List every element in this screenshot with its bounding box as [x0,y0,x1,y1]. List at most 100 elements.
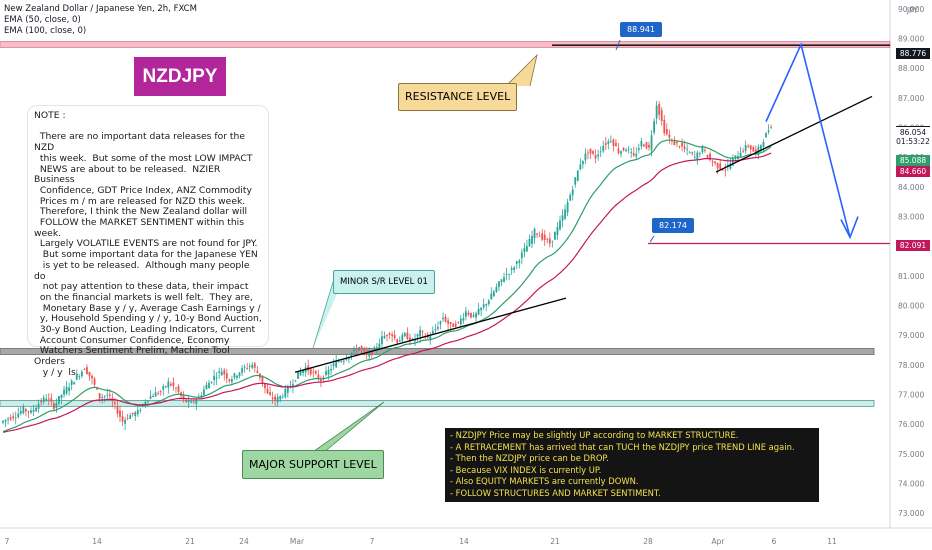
candle-body [724,169,727,171]
y-tick-label: 76.000 [898,420,924,429]
candle-body [564,209,566,219]
candle-body [241,368,243,373]
candle-body [559,220,561,230]
candle-body [253,363,256,368]
minor_sr-zone [0,348,875,355]
x-tick-label: 7 [370,537,375,546]
candle-body [335,360,338,368]
candle-body [55,402,58,408]
candle-body [454,323,457,327]
candle-body [17,413,20,418]
candle-body [154,392,157,397]
candle-body [134,412,137,416]
candle-body [210,381,213,383]
candle-body [569,194,572,201]
candle-body [576,170,579,181]
candle-body [721,169,724,171]
y-tick-label: 87.000 [898,94,924,103]
x-tick-label: Mar [290,537,305,546]
ema100-price-tag: 84.660 [896,166,930,177]
candle-body [604,143,607,145]
candle-body [396,339,399,344]
candle-body [714,161,717,164]
candle-body [373,347,376,350]
candle-body [528,238,531,247]
candle-body [645,142,648,149]
candle-body [266,388,269,394]
candle-body [96,387,99,390]
candle-body [464,311,467,317]
current-price-tag: 86.054 [896,126,930,138]
candle-body [439,321,442,325]
candle-body [157,393,160,395]
chart-header: New Zealand Dollar / Japanese Yen, 2h, F… [4,4,197,37]
candle-body [421,331,424,333]
candle-body [754,149,757,154]
projection-arrowhead [840,216,859,240]
candle-body [658,103,661,115]
candle-body [401,334,404,341]
candle-body [729,163,732,169]
symbol-title: New Zealand Dollar / Japanese Yen, 2h, F… [4,4,197,14]
y-tick-label: 79.000 [898,331,924,340]
candle-body [370,351,373,355]
candle-body [223,370,226,375]
candle-body [490,293,493,300]
candle-body [744,145,747,151]
candle-body [182,394,185,400]
candle-body [80,371,83,377]
candle-body [747,146,750,147]
analysis-point: - A RETRACEMENT has arrived that can TUC… [450,441,795,452]
candle-body [681,142,683,147]
candle-body [147,400,149,402]
candle-body [627,149,630,151]
candle-body [538,235,541,237]
candle-body [434,329,437,331]
candle-body [386,334,388,337]
candle-body [732,158,734,166]
projection-path [765,42,851,238]
candle-body [256,370,259,374]
candle-body [498,281,500,287]
candle-body [648,144,650,148]
candle-body [442,317,444,320]
analysis-point: - Then the NZDJPY price can be DROP. [450,453,609,464]
currency-label: JPY [906,6,918,15]
x-tick-label: 14 [92,537,102,546]
candle-body [314,371,317,374]
candle-body [340,361,343,363]
candle-body [37,403,40,409]
candle-body [58,396,60,404]
candle-body [686,148,689,150]
candle-body [462,317,465,321]
candle-body [668,134,671,138]
analysis-point: - Also EQUITY MARKETS are currently DOWN… [450,476,639,487]
candle-body [500,279,503,283]
candle-body [592,151,594,154]
candle-body [65,387,68,394]
candle-body [378,343,381,349]
candle-body [299,371,302,376]
candle-body [518,260,521,263]
candle-body [317,374,320,379]
candle-body [447,320,449,324]
candle-body [561,215,564,221]
candle-body [103,395,106,397]
candle-body [640,140,643,147]
y-tick-label: 74.000 [898,480,924,489]
lower-trend-line [294,297,567,373]
candle-body [175,387,177,389]
resistance_zone-zone [0,41,891,48]
candle-body [358,347,360,351]
y-tick-label: 90.000 [898,5,924,14]
candle-body [411,338,414,340]
candle-body [261,375,264,384]
candle-body [381,336,383,345]
candle-body [98,393,101,399]
candle-body [208,382,210,389]
candle-body [419,329,422,337]
candle-body [75,374,78,380]
candle-body [625,149,628,152]
candle-body [47,398,50,400]
top-callout-pointer [615,39,621,51]
